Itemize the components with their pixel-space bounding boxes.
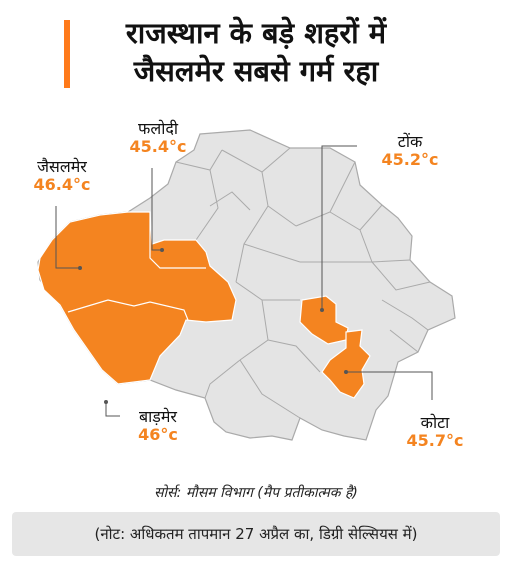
city-temp-jaisalmer: 46.4°c bbox=[33, 175, 91, 195]
title-accent-bar bbox=[64, 20, 70, 88]
city-temp-tonk: 45.2°c bbox=[381, 150, 439, 170]
rajasthan-map bbox=[37, 129, 456, 441]
city-name-jaisalmer: जैसलमेर bbox=[37, 157, 87, 176]
leader-dots bbox=[78, 248, 348, 404]
headline-line-1: राजस्थान के बड़े शहरों में bbox=[125, 16, 387, 50]
note-box: (नोट: अधिकतम तापमान 27 अप्रैल का, डिग्री… bbox=[12, 512, 500, 556]
label-kota: कोटा 45.7°c bbox=[392, 413, 478, 451]
headline: राजस्थान के बड़े शहरों में जैसलमेर सबसे … bbox=[0, 14, 512, 90]
city-temp-kota: 45.7°c bbox=[406, 431, 464, 451]
region-kota bbox=[321, 329, 371, 399]
district-borders bbox=[175, 147, 431, 419]
city-temp-phalodi: 45.4°c bbox=[129, 137, 187, 157]
headline-line-2: जैसलमेर सबसे गर्म रहा bbox=[133, 54, 379, 88]
region-inner-borders bbox=[67, 212, 206, 321]
city-name-kota: कोटा bbox=[420, 413, 450, 432]
region-jaisalmer-phalodi-barmer bbox=[37, 211, 237, 385]
note-text: (नोट: अधिकतम तापमान 27 अप्रैल का, डिग्री… bbox=[94, 525, 418, 543]
source-credit: सोर्स: मौसम विभाग (मैप प्रतीकात्मक है) bbox=[154, 485, 358, 501]
city-name-phalodi: फलोदी bbox=[138, 119, 178, 138]
label-jaisalmer: जैसलमेर 46.4°c bbox=[20, 157, 104, 195]
label-phalodi: फलोदी 45.4°c bbox=[122, 119, 194, 157]
city-temp-barmer: 46°c bbox=[138, 425, 178, 445]
leader-lines bbox=[55, 145, 433, 417]
label-barmer: बाड़मेर 46°c bbox=[118, 407, 198, 445]
label-tonk: टोंक 45.2°c bbox=[370, 132, 450, 170]
city-name-tonk: टोंक bbox=[397, 132, 423, 151]
city-name-barmer: बाड़मेर bbox=[139, 407, 177, 426]
